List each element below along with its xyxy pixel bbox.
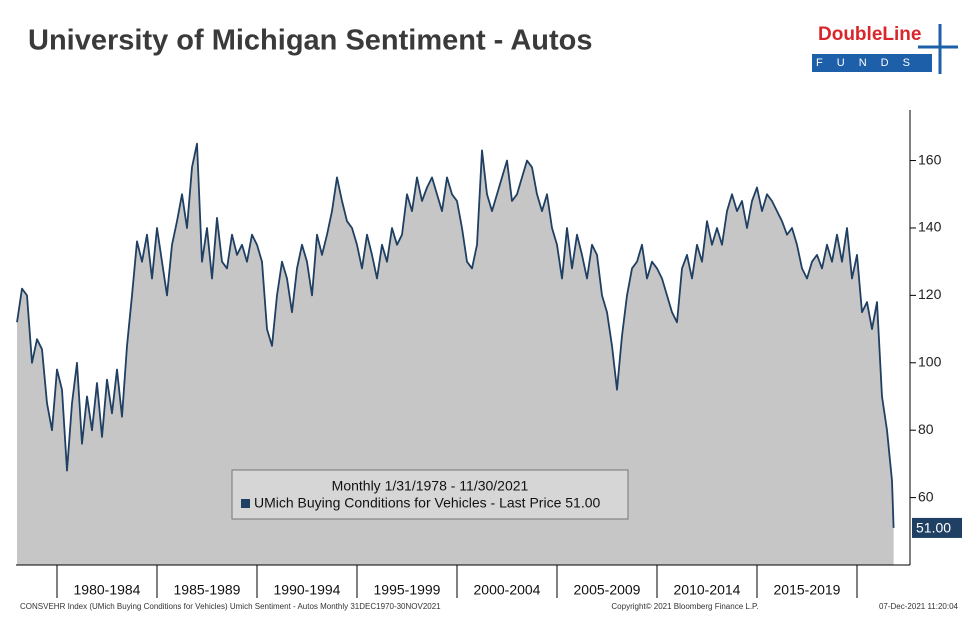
y-tick-label: 120: [918, 286, 942, 302]
legend-label: UMich Buying Conditions for Vehicles - L…: [254, 495, 600, 511]
y-tick-label: 60: [918, 488, 934, 504]
x-tick-label: 1995-1999: [374, 582, 441, 598]
footer-right: 07-Dec-2021 11:20:04: [879, 602, 959, 611]
x-tick-label: 1980-1984: [74, 582, 141, 598]
line: [16, 142, 895, 528]
logo-sub: FUNDS: [816, 57, 924, 69]
x-tick-label: 2005-2009: [574, 582, 641, 598]
chart-title: University of Michigan Sentiment - Autos: [28, 25, 592, 57]
y-tick-label: 100: [918, 353, 942, 369]
legend-box: [231, 469, 629, 520]
x-tick-label: 2015-2019: [774, 582, 841, 598]
x-tick-label: 2000-2004: [474, 582, 541, 598]
legend-title: Monthly 1/31/1978 - 11/30/2021: [332, 478, 529, 494]
area: [17, 143, 894, 565]
last-value-tag: [912, 517, 962, 538]
x-tick-label: 1985-1989: [174, 582, 241, 598]
plot: 60 80 100 120 140 160 1980-1984 1985-1989 1990-1…: [16, 110, 962, 598]
last-value-label: 51.00: [916, 520, 951, 536]
y-tick-label: 80: [918, 421, 934, 437]
footer-center: Copyright© 2021 Bloomberg Finance L.P.: [611, 602, 758, 611]
legend-swatch: [241, 499, 250, 508]
y-tick-label: 140: [918, 219, 942, 235]
x-tick-label: 1990-1994: [274, 582, 341, 598]
footer-left: CONSVEHR Index (UMich Buying Conditions …: [20, 602, 441, 611]
x-tick-label: 2010-2014: [674, 582, 741, 598]
y-tick-label: 160: [918, 151, 942, 167]
logo-band: [812, 54, 932, 72]
logo-brand: DoubleLine: [818, 24, 921, 45]
